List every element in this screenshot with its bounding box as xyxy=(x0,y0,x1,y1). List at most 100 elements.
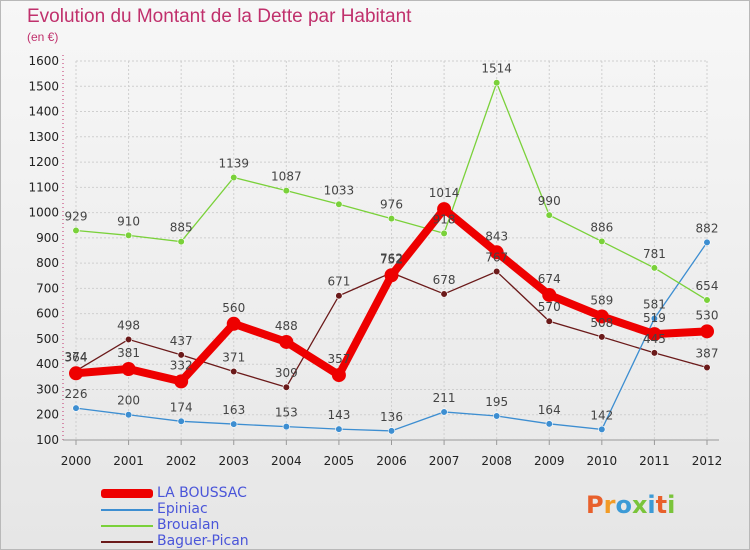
data-label-la-boussac-2005: 357 xyxy=(327,352,350,366)
point-epiniac-2011 xyxy=(650,314,659,323)
data-label-epiniac-2010: 142 xyxy=(590,408,613,422)
data-label-broualan-2011: 781 xyxy=(643,247,666,261)
point-la-boussac-2006 xyxy=(384,268,399,283)
data-label-la-boussac-2003: 560 xyxy=(222,301,245,315)
data-label-epiniac-2011: 581 xyxy=(643,297,666,311)
x-tick-label-2003: 2003 xyxy=(218,454,249,468)
point-baguer-pican-2003 xyxy=(230,367,238,376)
point-baguer-pican-2005 xyxy=(335,292,343,300)
data-label-broualan-2003: 1139 xyxy=(218,156,249,170)
point-la-boussac-2012 xyxy=(700,324,714,339)
point-la-boussac-2005 xyxy=(331,368,346,383)
point-la-boussac-2002 xyxy=(174,374,189,389)
data-label-epiniac-2005: 143 xyxy=(327,408,350,422)
point-broualan-2002 xyxy=(177,238,185,246)
y-tick-label-1200: 1200 xyxy=(28,155,59,169)
point-la-boussac-2000 xyxy=(69,366,83,381)
legend-label-broualan: Broualan xyxy=(157,517,220,533)
data-label-epiniac-2004: 153 xyxy=(275,406,298,420)
point-epiniac-2000 xyxy=(72,404,80,412)
data-label-broualan-2006: 976 xyxy=(380,198,403,212)
point-la-boussac-2007 xyxy=(437,202,452,217)
point-broualan-2001 xyxy=(124,231,133,239)
point-broualan-2008 xyxy=(493,79,501,87)
point-la-boussac-2003 xyxy=(226,316,241,331)
series-line-broualan xyxy=(75,80,708,301)
x-tick-label-2011: 2011 xyxy=(639,454,670,468)
point-broualan-2010 xyxy=(598,237,606,246)
point-epiniac-2004 xyxy=(282,423,290,431)
point-la-boussac-2008 xyxy=(489,245,504,260)
legend-swatch-baguer-pican xyxy=(101,541,153,543)
x-tick-label-2010: 2010 xyxy=(587,454,618,468)
point-baguer-pican-2009 xyxy=(545,317,553,325)
point-baguer-pican-2007 xyxy=(440,290,448,298)
x-tick-label-2000: 2000 xyxy=(61,454,92,468)
logo-letter: x xyxy=(631,491,648,519)
data-label-baguer-pican-2000: 374 xyxy=(65,350,88,364)
data-label-broualan-2009: 990 xyxy=(538,194,561,208)
y-tick-label-200: 200 xyxy=(36,408,59,422)
unit-note: (en €) xyxy=(27,30,59,44)
data-label-broualan-2007: 918 xyxy=(433,212,456,226)
legend-item-broualan: Broualan xyxy=(101,518,321,534)
data-label-la-boussac-2007: 1014 xyxy=(429,186,460,200)
data-label-epiniac-2001: 200 xyxy=(117,394,140,408)
data-label-baguer-pican-2001: 498 xyxy=(117,318,140,332)
data-label-broualan-2008: 1514 xyxy=(481,62,512,76)
legend-item-la-boussac: LA BOUSSAC xyxy=(101,486,321,502)
point-epiniac-2012 xyxy=(703,238,711,247)
legend-swatch-la-boussac xyxy=(101,489,153,498)
data-label-epiniac-2007: 211 xyxy=(433,391,456,405)
logo-letter: t xyxy=(655,491,668,519)
data-label-epiniac-2000: 226 xyxy=(65,387,88,401)
data-label-epiniac-2003: 163 xyxy=(222,403,245,417)
y-tick-label-500: 500 xyxy=(36,332,59,346)
logo-letter: P xyxy=(586,491,604,519)
data-label-baguer-pican-2008: 767 xyxy=(485,250,508,264)
point-epiniac-2002 xyxy=(177,417,185,425)
legend-item-baguer-pican: Baguer-Pican xyxy=(101,534,321,550)
point-broualan-2003 xyxy=(230,173,238,182)
point-broualan-2011 xyxy=(650,264,659,272)
data-label-la-boussac-2006: 752 xyxy=(380,252,403,266)
data-label-baguer-pican-2002: 437 xyxy=(170,334,193,348)
point-epiniac-2008 xyxy=(493,412,501,420)
point-epiniac-2005 xyxy=(335,425,343,433)
point-la-boussac-2011 xyxy=(647,327,662,342)
y-tick-label-1000: 1000 xyxy=(28,206,59,220)
data-label-la-boussac-2009: 674 xyxy=(538,272,561,286)
logo-letter: r xyxy=(603,491,616,519)
point-broualan-2005 xyxy=(335,200,343,208)
legend: LA BOUSSAC Epiniac Broualan Baguer-Pican xyxy=(101,486,321,550)
y-tick-label-800: 800 xyxy=(36,256,59,270)
data-label-broualan-2002: 885 xyxy=(170,221,193,235)
point-la-boussac-2004 xyxy=(279,334,294,349)
data-label-baguer-pican-2009: 570 xyxy=(538,300,561,314)
x-tick-label-2001: 2001 xyxy=(113,454,144,468)
y-tick-label-1600: 1600 xyxy=(28,54,59,68)
point-la-boussac-2009 xyxy=(542,287,557,302)
legend-label-epiniac: Epiniac xyxy=(157,501,208,517)
data-label-la-boussac-2000: 364 xyxy=(65,350,88,364)
data-label-la-boussac-2010: 589 xyxy=(590,293,613,307)
point-broualan-2012 xyxy=(703,296,711,304)
data-label-epiniac-2002: 174 xyxy=(170,400,193,414)
point-baguer-pican-2001 xyxy=(124,335,133,344)
y-tick-label-100: 100 xyxy=(36,433,59,447)
data-label-broualan-2000: 929 xyxy=(65,210,88,224)
data-label-baguer-pican-2005: 671 xyxy=(327,275,350,289)
y-tick-label-400: 400 xyxy=(36,357,59,371)
point-epiniac-2003 xyxy=(230,420,238,428)
data-label-broualan-2001: 910 xyxy=(117,214,140,228)
point-baguer-pican-2012 xyxy=(703,363,711,372)
legend-swatch-broualan xyxy=(101,525,153,527)
y-tick-label-1500: 1500 xyxy=(28,79,59,93)
point-baguer-pican-2010 xyxy=(598,333,606,341)
y-tick-label-1400: 1400 xyxy=(28,105,59,119)
x-tick-label-2006: 2006 xyxy=(376,454,407,468)
logo-letter: i xyxy=(667,491,676,519)
point-baguer-pican-2008 xyxy=(493,267,501,276)
data-label-epiniac-2009: 164 xyxy=(538,403,561,417)
x-tick-label-2009: 2009 xyxy=(534,454,565,468)
